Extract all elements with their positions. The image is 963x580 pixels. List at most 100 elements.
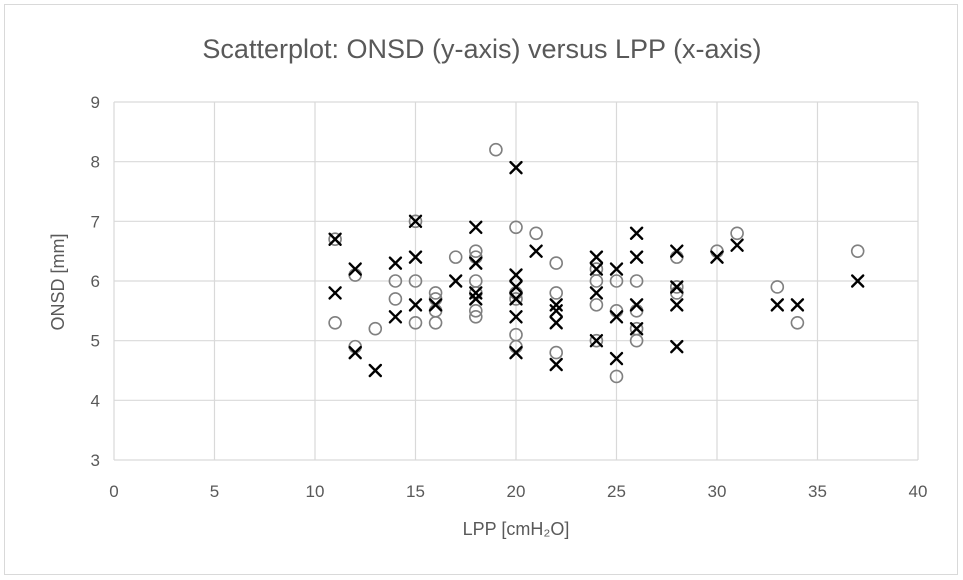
circle-data-point [408, 315, 423, 330]
circle-data-point [428, 286, 443, 300]
circle-data-point [509, 292, 523, 306]
circle-data-point [609, 274, 624, 288]
cross-data-point [509, 310, 523, 324]
cross-data-point [851, 274, 865, 288]
cross-data-point [589, 250, 604, 264]
cross-data-point [509, 345, 523, 360]
cross-data-point [509, 268, 523, 282]
circle-data-point [388, 292, 403, 306]
circle-data-point [328, 232, 342, 247]
cross-data-point [770, 298, 784, 312]
x-tick-label: 40 [909, 482, 928, 501]
circle-data-point [629, 304, 644, 318]
cross-data-point [348, 262, 362, 276]
x-tick-label: 10 [306, 482, 325, 501]
circle-data-point [388, 274, 403, 288]
circle-data-point [509, 220, 523, 235]
cross-data-point [509, 280, 523, 294]
cross-data-point [549, 316, 563, 330]
cross-data-point [549, 298, 563, 312]
cross-data-point [589, 262, 604, 276]
circle-data-point [609, 369, 624, 384]
cross-data-point [408, 250, 423, 264]
x-tick-label: 35 [808, 482, 827, 501]
circle-data-point [468, 304, 483, 318]
cross-data-point [629, 322, 644, 336]
y-axis-title: ONSD [mm] [48, 234, 68, 331]
circle-data-point [408, 274, 423, 288]
cross-data-point [710, 250, 724, 264]
circle-data-point [730, 226, 744, 241]
cross-data-point [328, 232, 342, 246]
y-tick-label: 8 [91, 153, 100, 172]
y-axis-tick-labels: 3 4 5 6 7 8 9 [91, 93, 100, 470]
cross-data-point [670, 280, 684, 294]
cross-data-point [609, 351, 624, 366]
circle-data-point [629, 274, 644, 288]
y-tick-label: 9 [91, 93, 100, 112]
x-tick-label: 5 [210, 482, 219, 501]
cross-data-point [469, 220, 483, 235]
cross-data-point [609, 310, 624, 324]
cross-data-point [469, 256, 483, 270]
cross-data-point [509, 292, 523, 306]
y-tick-label: 7 [91, 212, 100, 231]
x-axis-tick-labels: 0 5 10 15 20 25 30 35 40 [109, 482, 927, 501]
cross-data-point [629, 298, 644, 312]
circle-data-point [790, 315, 805, 330]
cross-data-point [408, 214, 423, 229]
x-axis-title: LPP [cmH₂O] [463, 519, 570, 539]
data-points [328, 142, 865, 384]
circle-data-point [770, 280, 785, 294]
cross-data-point [388, 310, 403, 324]
x-tick-label: 30 [708, 482, 727, 501]
cross-data-point [609, 262, 624, 276]
circle-data-point [549, 345, 564, 360]
cross-data-point [790, 298, 805, 312]
cross-data-point [549, 304, 563, 318]
gridlines [113, 101, 919, 461]
cross-data-point [509, 160, 523, 175]
circle-data-point [348, 268, 363, 282]
circle-data-point [408, 214, 423, 229]
x-tick-label: 25 [607, 482, 626, 501]
circle-data-point [468, 309, 483, 324]
x-tick-label: 0 [109, 482, 118, 501]
cross-data-point [670, 298, 684, 312]
circle-data-point [328, 315, 342, 330]
cross-data-point [449, 274, 463, 288]
cross-data-point [730, 238, 744, 252]
cross-data-point [348, 345, 362, 360]
circle-data-point [549, 256, 564, 270]
x-tick-label: 15 [406, 482, 425, 501]
circle-data-point [468, 244, 483, 258]
cross-data-point [589, 333, 604, 348]
y-tick-label: 4 [91, 391, 100, 410]
cross-data-point [549, 357, 563, 372]
cross-data-point [670, 244, 684, 258]
circle-data-point [428, 304, 443, 318]
circle-data-point [629, 333, 644, 348]
cross-data-point [388, 256, 403, 270]
y-tick-label: 5 [91, 332, 100, 351]
cross-data-point [670, 339, 684, 354]
y-tick-label: 3 [91, 451, 100, 470]
circle-data-point [368, 321, 383, 336]
circle-data-point [448, 250, 463, 264]
y-tick-label: 6 [91, 272, 100, 291]
cross-data-point [629, 250, 644, 264]
cross-data-point [589, 286, 604, 300]
cross-data-point [529, 244, 543, 258]
circle-data-point [850, 244, 865, 258]
circle-data-point [669, 280, 684, 294]
cross-data-point [469, 286, 483, 300]
circle-data-point [589, 274, 604, 288]
circle-data-point [669, 250, 684, 264]
cross-data-point [469, 292, 483, 306]
circle-data-point [348, 339, 363, 354]
circle-data-point [589, 298, 604, 312]
cross-data-point [428, 298, 443, 312]
circle-data-point [549, 286, 564, 300]
circle-data-point [589, 333, 604, 348]
